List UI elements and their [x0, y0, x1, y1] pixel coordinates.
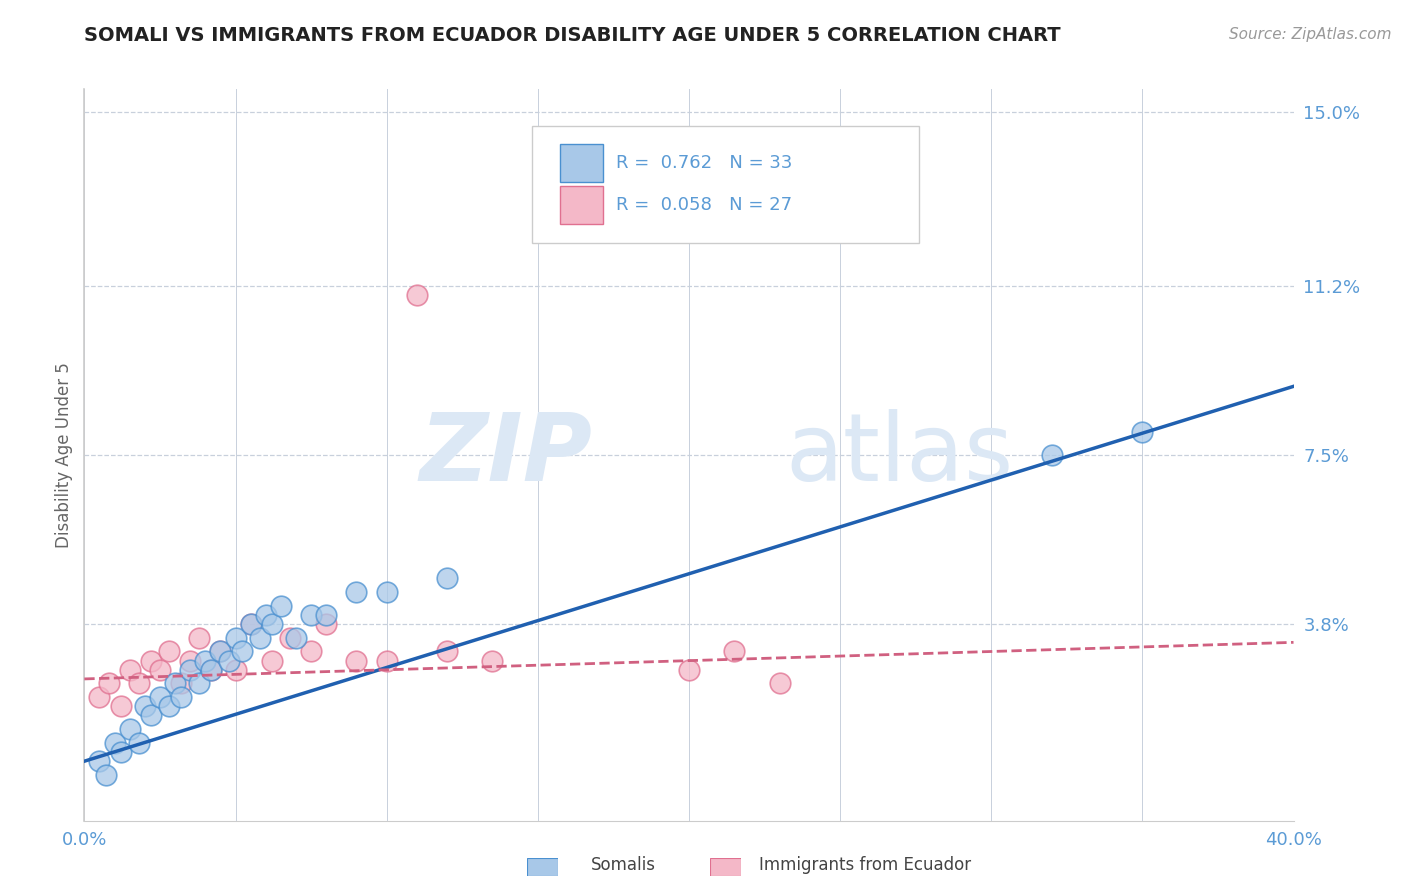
Text: SOMALI VS IMMIGRANTS FROM ECUADOR DISABILITY AGE UNDER 5 CORRELATION CHART: SOMALI VS IMMIGRANTS FROM ECUADOR DISABI… [84, 26, 1062, 45]
Point [278, 631, 301, 645]
Point [436, 644, 458, 658]
Point [436, 571, 458, 585]
Point [139, 708, 162, 723]
Point [157, 644, 180, 658]
Point [179, 654, 201, 668]
Point [239, 617, 262, 632]
Point [170, 676, 193, 690]
Point [249, 631, 271, 645]
Text: atlas: atlas [786, 409, 1014, 501]
Y-axis label: Disability Age Under 5: Disability Age Under 5 [55, 362, 73, 548]
Point [128, 736, 150, 750]
Point [218, 654, 240, 668]
Point [678, 663, 700, 677]
Point [188, 631, 211, 645]
Point [209, 644, 232, 658]
Point [769, 676, 792, 690]
Point [299, 644, 322, 658]
Text: ZIP: ZIP [419, 409, 592, 501]
FancyBboxPatch shape [560, 144, 603, 182]
Point [375, 654, 398, 668]
Text: R =  0.762   N = 33: R = 0.762 N = 33 [616, 154, 793, 172]
Point [179, 663, 201, 677]
Point [188, 676, 211, 690]
Point [134, 699, 156, 714]
Point [170, 690, 193, 705]
Point [200, 663, 222, 677]
Point [89, 690, 111, 705]
Point [315, 607, 337, 622]
Point [481, 654, 503, 668]
Text: R =  0.058   N = 27: R = 0.058 N = 27 [616, 195, 793, 214]
Point [149, 663, 172, 677]
Point [315, 617, 337, 632]
Point [346, 585, 368, 599]
Point [194, 654, 217, 668]
FancyBboxPatch shape [560, 186, 603, 224]
Text: Immigrants from Ecuador: Immigrants from Ecuador [759, 855, 972, 873]
Point [128, 676, 150, 690]
Point [231, 644, 253, 658]
Point [139, 654, 162, 668]
Point [723, 644, 745, 658]
Point [346, 654, 368, 668]
Point [110, 699, 132, 714]
Point [225, 663, 247, 677]
Point [239, 617, 262, 632]
Point [89, 754, 111, 768]
Point [406, 288, 429, 302]
Point [254, 607, 277, 622]
Point [118, 663, 141, 677]
Text: Source: ZipAtlas.com: Source: ZipAtlas.com [1229, 27, 1392, 42]
Point [157, 699, 180, 714]
Point [285, 631, 308, 645]
Point [110, 745, 132, 759]
Point [260, 617, 283, 632]
Point [1130, 425, 1153, 439]
Point [299, 607, 322, 622]
FancyBboxPatch shape [531, 126, 918, 243]
Text: Somalis: Somalis [591, 855, 655, 873]
Point [200, 663, 222, 677]
Point [270, 599, 292, 613]
Point [149, 690, 172, 705]
Point [97, 676, 120, 690]
Point [1040, 448, 1063, 462]
Point [165, 676, 187, 690]
Point [209, 644, 232, 658]
Point [260, 654, 283, 668]
Point [94, 768, 117, 782]
Point [118, 723, 141, 737]
Point [225, 631, 247, 645]
Point [375, 585, 398, 599]
Point [104, 736, 127, 750]
